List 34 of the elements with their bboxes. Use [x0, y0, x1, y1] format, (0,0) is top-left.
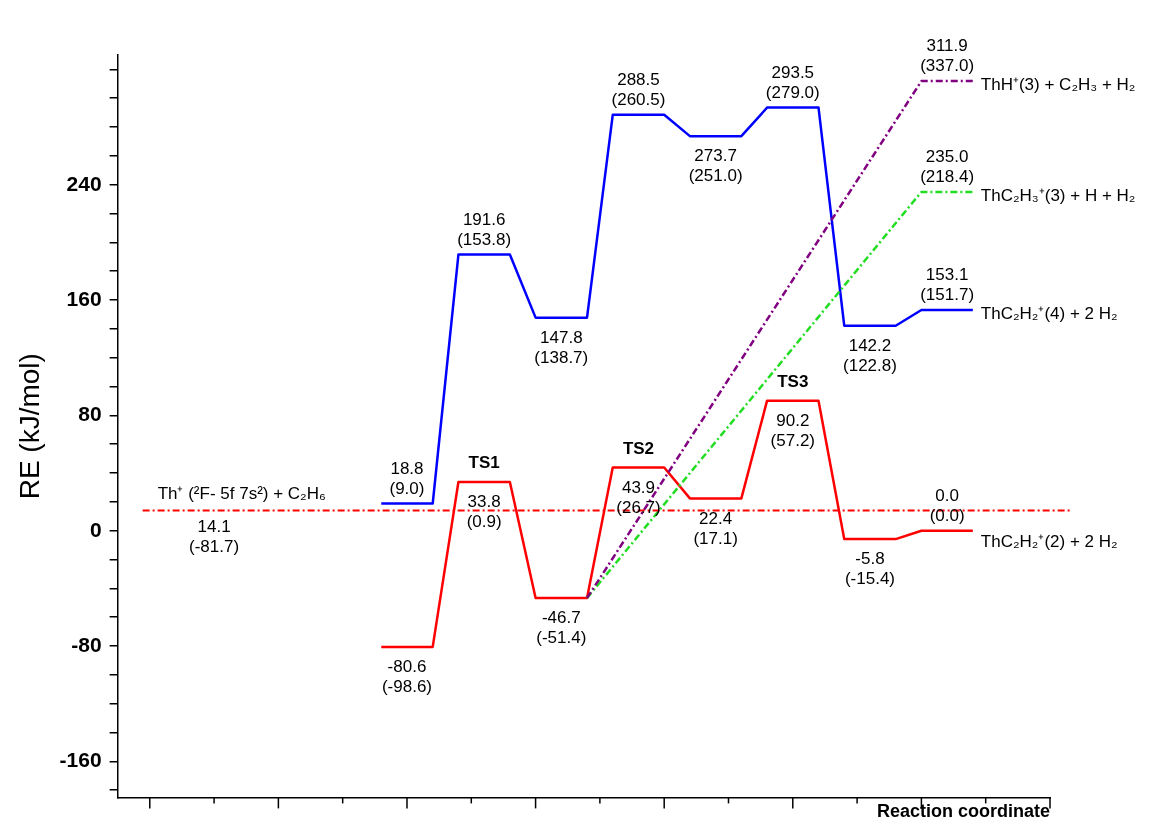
data-label: 90.2 (57.2)	[770, 410, 816, 450]
annotation: TS3	[777, 371, 809, 391]
data-label: 0.0 (0.0)	[929, 485, 965, 525]
y-axis-title: RE (kJ/mol)	[13, 353, 45, 500]
data-label: 191.6 (153.8)	[457, 209, 512, 249]
series-label: ThC₂H₂⁺(4) + 2 H₂	[980, 303, 1118, 323]
data-label: 153.1 (151.7)	[920, 265, 975, 305]
data-label: 311.9 (337.0)	[920, 36, 975, 76]
annotation: TS1	[468, 453, 500, 473]
series-label: ThH⁺(3) + C₂H₃ + H₂	[980, 74, 1136, 94]
x-axis-title: Reaction coordinate	[876, 801, 1050, 822]
ref-line-label: Th⁺ (²F- 5f 7s²) + C₂H₆	[157, 483, 326, 503]
data-label: -5.8 (-15.4)	[844, 549, 895, 589]
data-label: 33.8 (0.9)	[466, 492, 502, 532]
data-label: 293.5 (279.0)	[765, 62, 820, 102]
y-tick-label: 160	[66, 286, 102, 310]
data-label: 142.2 (122.8)	[843, 335, 897, 375]
data-label: -80.6 (-98.6)	[381, 657, 433, 697]
data-label: 18.8 (9.0)	[389, 458, 425, 498]
data-label: 147.8 (138.7)	[534, 327, 589, 367]
data-label: 22.4 (17.1)	[693, 508, 738, 548]
annotation: 14.1 (-81.7)	[189, 516, 240, 556]
data-label: 273.7 (251.0)	[688, 146, 743, 186]
y-tick-label: -80	[71, 632, 102, 656]
data-label: -46.7 (-51.4)	[536, 608, 587, 648]
series-label: ThC₂H₃⁺(3) + H + H₂	[980, 185, 1136, 205]
series-label: ThC₂H₂⁺(2) + 2 H₂	[980, 532, 1118, 552]
y-tick-label: 0	[89, 517, 102, 541]
y-tick-label: 240	[66, 171, 102, 195]
data-label: 235.0 (218.4)	[920, 147, 975, 187]
y-tick-label: 80	[78, 402, 102, 426]
data-label: 288.5 (260.5)	[611, 70, 666, 110]
y-tick-label: -160	[59, 748, 102, 772]
annotation: TS2	[622, 438, 655, 458]
